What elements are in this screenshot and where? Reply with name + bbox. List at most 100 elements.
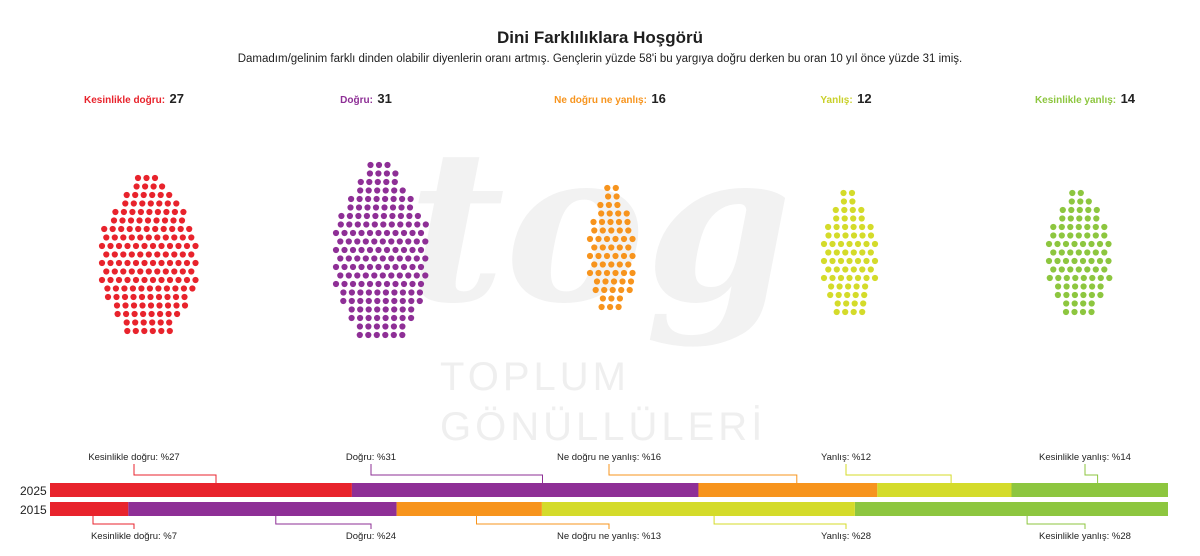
pictograph-dot [615, 218, 623, 226]
pictograph-dot [827, 291, 834, 299]
pictograph-dot [123, 310, 130, 318]
pictograph-dot [115, 259, 123, 267]
category-label-yanlis: Yanlış: 12 [820, 90, 871, 108]
pictograph-dot [348, 195, 355, 203]
pictograph-dot [607, 303, 614, 311]
pictograph-dot [391, 178, 398, 186]
pictograph-dot [144, 217, 152, 224]
bar-data-label: Kesinlikle yanlış: %14 [1039, 452, 1131, 463]
pictograph-dot [1101, 249, 1108, 256]
pictograph-dot [124, 259, 131, 267]
pictograph-dot [348, 289, 355, 296]
pictograph-dot [382, 323, 389, 330]
pictograph-dot [179, 234, 186, 241]
pictograph-dot [1054, 240, 1061, 248]
pictograph-dot [153, 217, 160, 224]
pictograph-dot [1067, 232, 1074, 239]
pictograph-dot [341, 280, 348, 288]
pictograph-dot [846, 240, 853, 248]
bar-segment [1011, 483, 1168, 497]
pictograph-dot [1067, 215, 1074, 222]
pictograph-dot [871, 274, 879, 282]
pictograph-dot [145, 234, 152, 241]
pictograph-dot [850, 215, 857, 222]
pictograph-dot [825, 223, 832, 231]
pictograph-dot [849, 198, 856, 205]
pictograph-dot [362, 272, 369, 279]
pictograph-dot [150, 183, 157, 190]
pictograph-dot [1075, 249, 1082, 256]
pictograph-dot [373, 323, 380, 330]
pictograph-dot [109, 225, 116, 233]
pictograph-dot [834, 300, 841, 307]
pictograph-dot [828, 283, 835, 290]
pictograph-dot [829, 240, 836, 248]
pictograph-dot [1071, 291, 1078, 299]
pictograph-dot [844, 291, 851, 299]
pictograph-dot [113, 293, 120, 301]
category-value: 12 [857, 91, 872, 106]
pictograph-dot [629, 252, 636, 260]
pictograph-dot [616, 227, 623, 234]
pictograph-dot [149, 242, 157, 250]
pictograph-dot [867, 232, 875, 239]
pictograph-dot [1072, 283, 1079, 290]
watermark-line1: TOPLUM [440, 355, 630, 399]
pictograph-dot [1101, 266, 1108, 273]
pictograph-dot [380, 221, 387, 228]
pictograph-dot [599, 244, 606, 251]
pictograph-dot [120, 208, 127, 216]
bar-data-label: Doğru: %24 [346, 531, 396, 542]
pictograph-dot [103, 251, 110, 258]
pictograph-dot [825, 232, 832, 239]
pictograph-dot [129, 208, 136, 216]
pictograph-dot [1092, 266, 1099, 273]
pictograph-dot [416, 289, 423, 296]
pictograph-dot [337, 255, 344, 262]
pictograph-dot [1050, 232, 1057, 239]
pictograph-dot [375, 170, 382, 177]
pictograph-dot [183, 242, 191, 250]
pictograph-dot [147, 200, 154, 207]
pictograph-dot [863, 240, 870, 248]
pictograph-dot [347, 204, 354, 211]
pictograph-dot [820, 257, 828, 265]
pictograph-dot [345, 272, 352, 279]
pictograph-dot [374, 289, 381, 296]
pictograph-dot [861, 291, 868, 299]
pictograph-dot [859, 232, 866, 239]
pictograph-dot [107, 276, 114, 284]
pictograph-dot [391, 306, 398, 313]
pictograph-dot [598, 303, 605, 311]
pictograph-dot [158, 276, 165, 284]
pictograph-dot [1050, 249, 1057, 256]
pictograph-dot [135, 225, 142, 233]
pictograph-dot [612, 184, 619, 192]
pictograph-dot [121, 293, 129, 301]
pictograph-dot [362, 255, 369, 262]
pictograph-dot [408, 306, 415, 313]
pictograph-dot [1085, 206, 1092, 214]
pictograph-dot [374, 187, 381, 194]
pictograph-dot [859, 223, 866, 231]
pictograph-dot [409, 229, 416, 237]
pictograph-dot [172, 285, 179, 292]
pictograph-dot [131, 310, 138, 318]
pictograph-dot [837, 257, 845, 265]
pictograph-dot [358, 229, 365, 237]
pictograph-dot [1045, 240, 1053, 248]
pictograph-dot [192, 259, 199, 267]
category-label-ne-dogru-ne-yanlis: Ne doğru ne yanlış: 16 [554, 90, 666, 108]
pictograph-dot [166, 319, 173, 326]
pictograph-dot [112, 285, 119, 292]
pictograph-dot [820, 274, 828, 282]
pictograph-dot [137, 234, 144, 241]
pictograph-dot [382, 306, 389, 313]
pictograph-dot [397, 221, 404, 228]
pictograph-dot [128, 234, 135, 241]
pictograph-dot [836, 283, 843, 290]
bar-data-label: Kesinlikle yanlış: %28 [1039, 531, 1131, 542]
pictograph-dot [396, 255, 403, 262]
pictograph-dot [422, 221, 429, 228]
pictograph-dot [147, 302, 155, 309]
